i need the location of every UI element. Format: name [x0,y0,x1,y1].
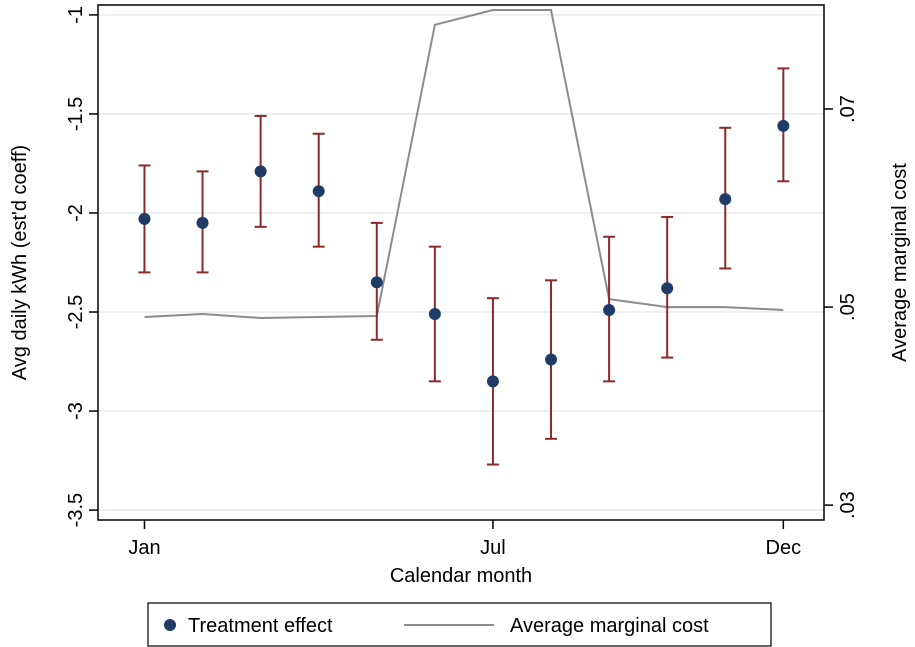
treatment-effect-point-group-11 [719,126,732,270]
y-tick-label-2: -2 [65,204,87,222]
series-layer [138,9,790,466]
x-tick-label-0: Jan [128,537,160,559]
treatment-effect-point-4 [312,185,325,198]
treatment-effect-point-group-10 [661,215,674,359]
y2-axis-title: Average marginal cost [889,163,911,362]
grid-layer [98,14,824,511]
treatment-effect-point-10 [661,282,674,295]
right-axis: .07 .05 .03 [824,95,859,519]
treatment-effect-point-group-8 [545,279,558,440]
treatment-effect-point-9 [603,304,616,317]
treatment-effect-point-group-3 [254,114,267,228]
treatment-effect-point-3 [254,165,267,178]
y-tick-label-5: -3.5 [65,493,87,527]
legend-marker-dot [164,619,176,631]
treatment-effect-point-group-5 [370,221,383,341]
plot-frame [97,4,825,521]
treatment-effect-point-group-9 [603,235,616,383]
y2-tick-label-0: .07 [837,95,859,123]
treatment-effect-point-group-4 [312,132,325,248]
legend-label-treatment-effect: Treatment effect [188,615,333,637]
legend: Treatment effect Average marginal cost [147,602,772,647]
x-tick-label-1: Jul [480,537,506,559]
left-axis: -1 -1.5 -2 -2.5 -3 -3.5 [65,6,98,527]
treatment-effect-point-group-7 [486,297,499,466]
x-tick-label-2: Dec [766,537,802,559]
y2-tick-label-2: .03 [837,491,859,519]
bottom-axis: Jan Jul Dec [128,520,801,559]
treatment-effect-point-12 [777,119,790,132]
treatment-effect-point-group-2 [196,170,209,274]
treatment-effect-point-group-6 [428,245,441,383]
legend-label-average-marginal-cost: Average marginal cost [510,615,709,637]
y-axis-title: Avg daily kWh (est'd coeff) [9,145,31,380]
treatment-effect-point-11 [719,193,732,206]
y-tick-label-3: -2.5 [65,295,87,329]
x-axis-title: Calendar month [390,565,532,587]
treatment-effect-point-5 [370,276,383,289]
treatment-effect-point-6 [428,308,441,320]
treatment-effect-point-2 [196,216,209,229]
y-tick-label-0: -1 [65,6,87,24]
treatment-effect-point-group-1 [138,164,151,274]
y-tick-label-4: -3 [65,402,87,420]
treatment-effect-point-8 [545,353,558,366]
treatment-effect-point-group-12 [777,67,790,183]
y2-tick-label-1: .05 [837,293,859,321]
y-tick-label-1: -1.5 [65,97,87,131]
series-average-marginal-cost-line [144,9,784,320]
treatment-effect-point-7 [486,375,499,388]
treatment-effect-point-1 [138,212,151,225]
